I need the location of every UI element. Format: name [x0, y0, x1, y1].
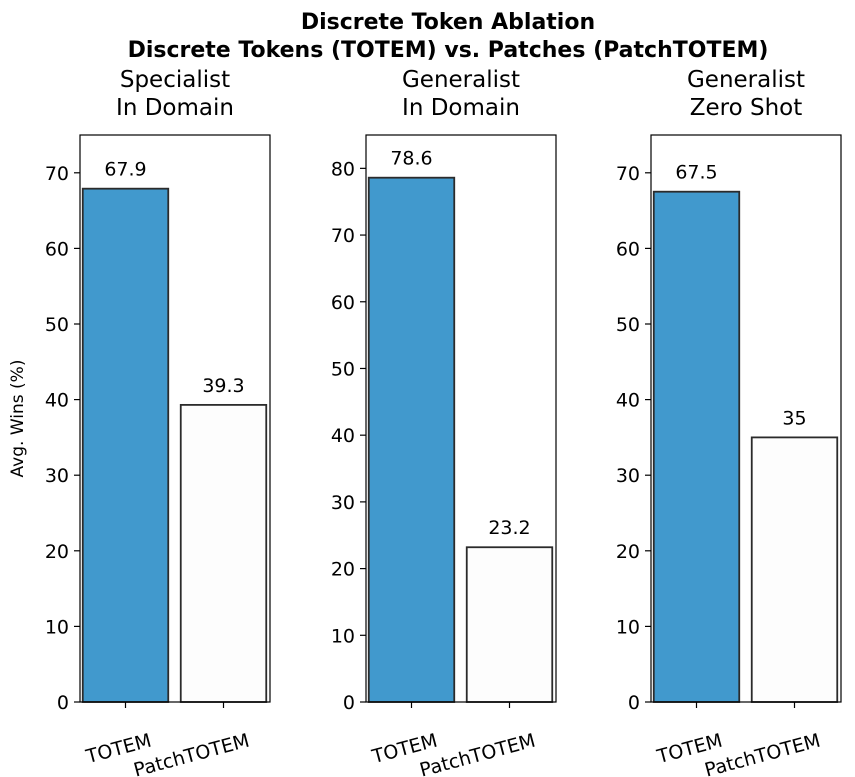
- y-tick-label: 50: [45, 314, 69, 336]
- subplot-title-line1: Specialist: [120, 67, 230, 93]
- subplot-title-line2: In Domain: [402, 95, 520, 121]
- bar-value-label: 35: [782, 407, 806, 429]
- figure-title-line1: Discrete Token Ablation: [301, 10, 595, 35]
- bar-value-label: 23.2: [488, 517, 530, 539]
- y-tick-label: 40: [616, 390, 640, 412]
- y-tick-label: 70: [331, 225, 355, 247]
- y-tick-label: 20: [45, 541, 69, 563]
- figure-title-line2: Discrete Tokens (TOTEM) vs. Patches (Pat…: [128, 38, 769, 63]
- axes-frame: [79, 134, 271, 703]
- y-tick-label: 50: [616, 314, 640, 336]
- bar-patchtotem: [179, 403, 268, 703]
- y-axis-label: Avg. Wins (%): [8, 360, 28, 478]
- y-tick-label: 10: [616, 616, 640, 638]
- bar-value-label: 67.9: [104, 159, 146, 181]
- y-tick-label: 40: [331, 425, 355, 447]
- y-tick-label: 20: [331, 559, 355, 581]
- y-tick-label: 60: [45, 238, 69, 260]
- subplot-title-line2: In Domain: [116, 95, 234, 121]
- bar-value-label: 67.5: [675, 162, 717, 184]
- y-tick-label: 40: [45, 390, 69, 412]
- y-tick-label: 0: [343, 692, 355, 714]
- y-tick-label: 10: [45, 616, 69, 638]
- bar-value-label: 78.6: [390, 148, 432, 170]
- bar-totem: [81, 187, 170, 703]
- bar-patchtotem: [465, 546, 554, 703]
- y-tick-label: 0: [628, 692, 640, 714]
- y-tick-label: 80: [331, 158, 355, 180]
- y-tick-label: 30: [331, 492, 355, 514]
- bar-totem: [652, 190, 741, 703]
- bar-patchtotem: [750, 436, 839, 703]
- subplot-title-line1: Generalist: [402, 67, 520, 93]
- axes-frame: [365, 134, 557, 703]
- y-tick-label: 50: [331, 358, 355, 380]
- bar-totem: [367, 176, 456, 703]
- y-tick-label: 30: [616, 465, 640, 487]
- y-tick-label: 10: [331, 625, 355, 647]
- y-tick-label: 70: [45, 163, 69, 185]
- subplot-title-line1: Generalist: [687, 67, 805, 93]
- y-tick-label: 60: [616, 238, 640, 260]
- subplot-title-line2: Zero Shot: [690, 95, 803, 121]
- axes-frame: [650, 134, 842, 703]
- y-tick-label: 60: [331, 292, 355, 314]
- y-tick-label: 70: [616, 163, 640, 185]
- y-tick-label: 30: [45, 465, 69, 487]
- bar-value-label: 39.3: [202, 375, 244, 397]
- y-tick-label: 0: [57, 692, 69, 714]
- y-tick-label: 20: [616, 541, 640, 563]
